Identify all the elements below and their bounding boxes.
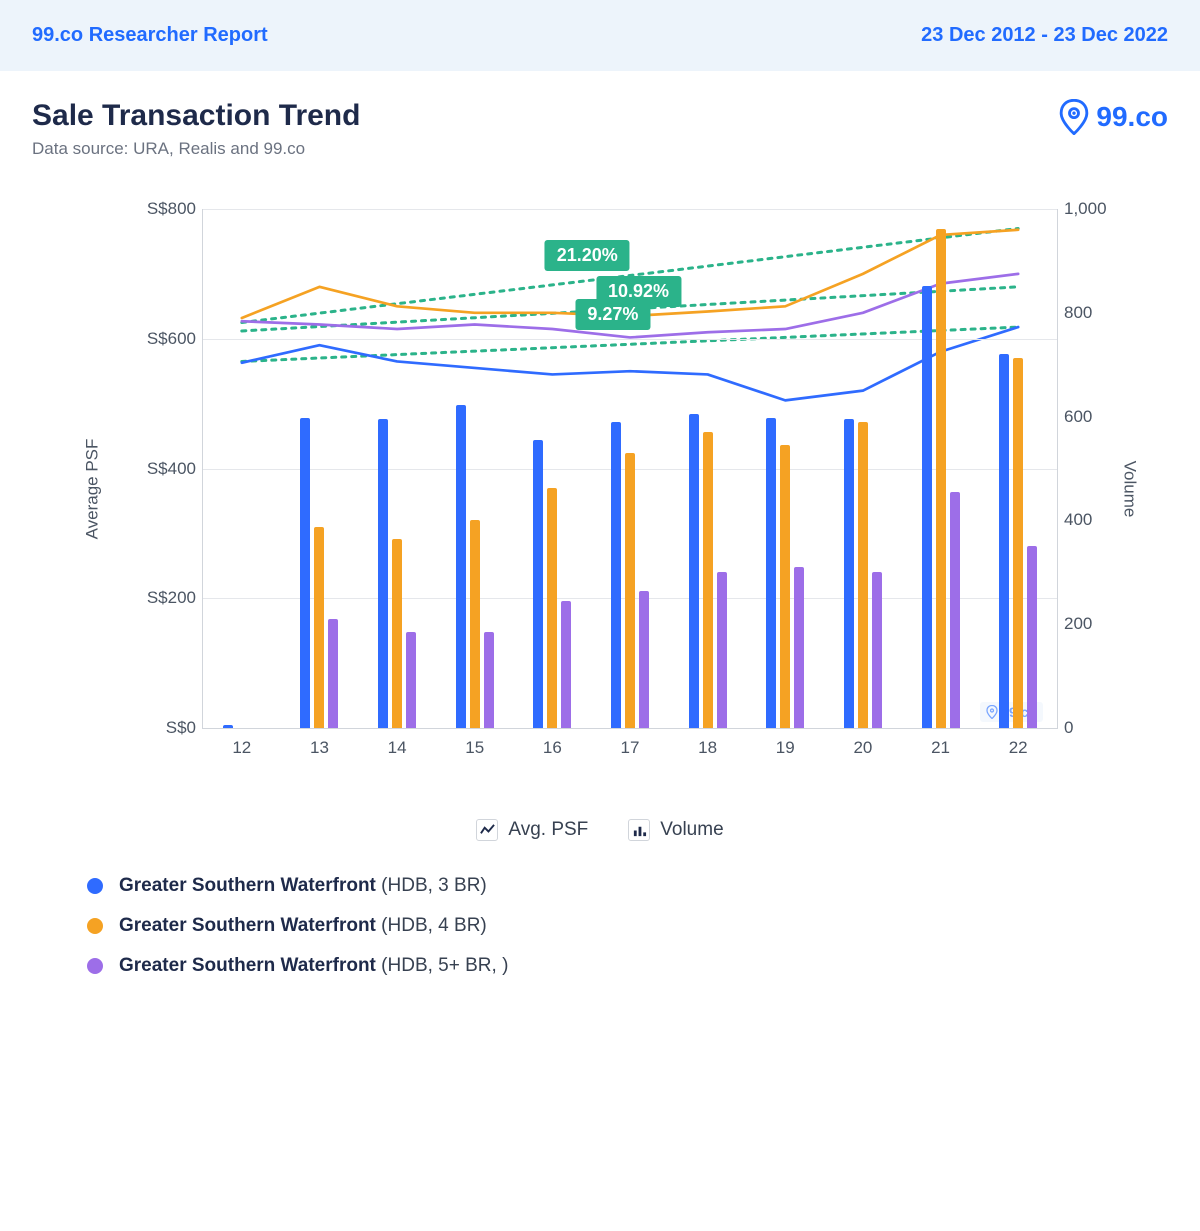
volume-bar xyxy=(533,440,543,728)
legend-dot xyxy=(87,958,103,974)
toggle-label: Volume xyxy=(660,819,723,841)
volume-bar xyxy=(950,492,960,728)
trend-label: 9.27% xyxy=(575,299,650,330)
volume-bar xyxy=(794,567,804,728)
volume-bar xyxy=(611,422,621,728)
x-tick: 15 xyxy=(465,738,484,758)
brand-text: 99.co xyxy=(1096,101,1168,133)
legend-item: Greater Southern Waterfront (HDB, 5+ BR,… xyxy=(87,955,1168,977)
map-pin-icon xyxy=(1058,99,1090,135)
x-tick: 13 xyxy=(310,738,329,758)
legend-item: Greater Southern Waterfront (HDB, 4 BR) xyxy=(87,915,1168,937)
volume-bar xyxy=(223,725,233,728)
trend-label: 21.20% xyxy=(545,240,630,271)
legend-text: Greater Southern Waterfront (HDB, 4 BR) xyxy=(119,915,487,937)
volume-bar xyxy=(625,453,635,728)
toggle-volume[interactable]: Volume xyxy=(628,819,723,841)
volume-bar xyxy=(922,286,932,728)
legend-text: Greater Southern Waterfront (HDB, 5+ BR,… xyxy=(119,955,508,977)
x-tick: 12 xyxy=(232,738,251,758)
x-tick: 16 xyxy=(543,738,562,758)
y-axis-right-label: Volume xyxy=(1120,461,1140,518)
line-chart-icon xyxy=(476,819,498,841)
chart: Average PSF Volume 99.co S$0S$200S$400S$… xyxy=(32,209,1168,769)
y-tick-right: 800 xyxy=(1064,303,1119,323)
y-tick-right: 200 xyxy=(1064,614,1119,634)
legend-text: Greater Southern Waterfront (HDB, 3 BR) xyxy=(119,875,487,897)
volume-bar xyxy=(328,619,338,728)
volume-bar xyxy=(936,229,946,728)
y-tick-right: 0 xyxy=(1064,718,1119,738)
legend-toggles: Avg. PSF Volume xyxy=(32,819,1168,841)
x-tick: 19 xyxy=(776,738,795,758)
series-legend: Greater Southern Waterfront (HDB, 3 BR) G… xyxy=(32,875,1168,977)
header-left: 99.co Researcher Report xyxy=(32,24,268,47)
volume-bar xyxy=(858,422,868,728)
volume-bar xyxy=(456,405,466,728)
header-date-range: 23 Dec 2012 - 23 Dec 2022 xyxy=(921,24,1168,47)
volume-bar xyxy=(392,539,402,728)
y-tick-left: S$800 xyxy=(128,199,196,219)
volume-bar xyxy=(872,572,882,728)
volume-bar xyxy=(1013,358,1023,728)
y-tick-right: 400 xyxy=(1064,510,1119,530)
x-tick: 21 xyxy=(931,738,950,758)
brand-logo: 99.co xyxy=(1058,99,1168,135)
volume-bar xyxy=(703,432,713,728)
gridline xyxy=(203,209,1057,210)
y-tick-left: S$0 xyxy=(128,718,196,738)
volume-bar xyxy=(844,419,854,728)
legend-dot xyxy=(87,878,103,894)
x-tick: 22 xyxy=(1009,738,1028,758)
volume-bar xyxy=(484,632,494,728)
legend-dot xyxy=(87,918,103,934)
volume-bar xyxy=(717,572,727,728)
x-tick: 14 xyxy=(388,738,407,758)
y-tick-left: S$400 xyxy=(128,459,196,479)
volume-bar xyxy=(780,445,790,728)
volume-bar xyxy=(314,527,324,728)
toggle-avg-psf[interactable]: Avg. PSF xyxy=(476,819,588,841)
x-tick: 20 xyxy=(853,738,872,758)
page-title: Sale Transaction Trend xyxy=(32,99,360,133)
x-tick: 17 xyxy=(621,738,640,758)
volume-bar xyxy=(766,418,776,728)
y-tick-right: 600 xyxy=(1064,407,1119,427)
volume-bar xyxy=(561,601,571,728)
volume-bar xyxy=(406,632,416,728)
volume-bar xyxy=(689,414,699,729)
map-pin-icon xyxy=(986,705,998,719)
y-axis-left-label: Average PSF xyxy=(82,439,102,540)
volume-bar xyxy=(378,419,388,728)
report-header: 99.co Researcher Report 23 Dec 2012 - 23… xyxy=(0,0,1200,71)
volume-bar xyxy=(639,591,649,728)
volume-bar xyxy=(300,418,310,728)
data-source: Data source: URA, Realis and 99.co xyxy=(32,139,360,159)
volume-bar xyxy=(999,354,1009,728)
x-tick: 18 xyxy=(698,738,717,758)
content: Sale Transaction Trend Data source: URA,… xyxy=(0,71,1200,1055)
plot-area: 99.co S$0S$200S$400S$600S$80002004006008… xyxy=(202,209,1058,729)
volume-bar xyxy=(470,520,480,728)
title-row: Sale Transaction Trend Data source: URA,… xyxy=(32,99,1168,159)
volume-bar xyxy=(547,488,557,728)
legend-item: Greater Southern Waterfront (HDB, 3 BR) xyxy=(87,875,1168,897)
y-tick-left: S$200 xyxy=(128,588,196,608)
toggle-label: Avg. PSF xyxy=(508,819,588,841)
y-tick-right: 1,000 xyxy=(1064,199,1119,219)
bar-chart-icon xyxy=(628,819,650,841)
y-tick-left: S$600 xyxy=(128,329,196,349)
volume-bar xyxy=(1027,546,1037,728)
